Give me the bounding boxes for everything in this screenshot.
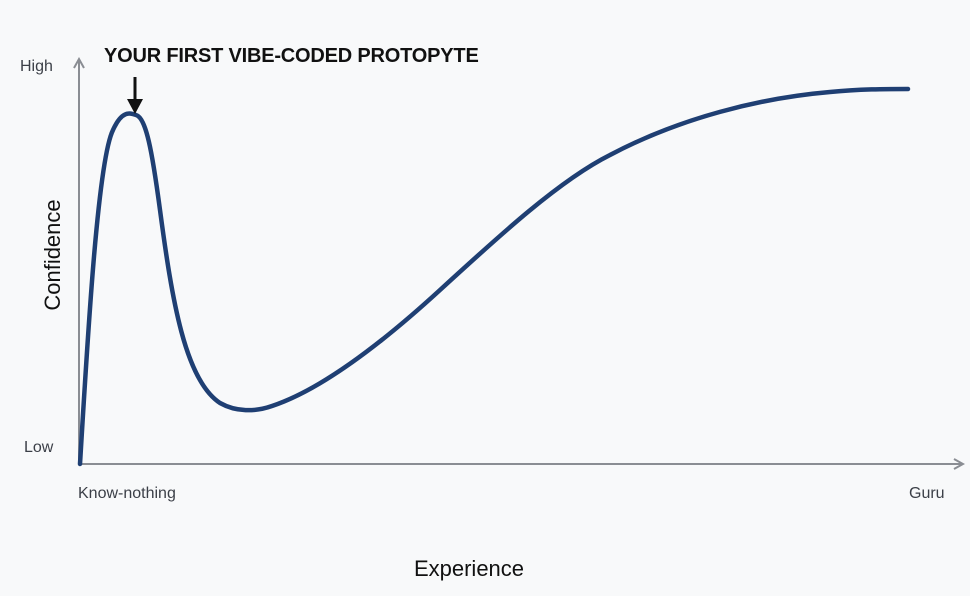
confidence-curve	[77, 86, 911, 467]
x-tick-high: Guru	[909, 485, 945, 502]
y-tick-low: Low	[24, 439, 54, 456]
x-tick-low: Know-nothing	[78, 485, 176, 502]
x-axis-title: Experience	[413, 556, 525, 581]
peak-annotation: YOUR FIRST VIBE-CODED PROTOPYTE	[104, 45, 479, 67]
arrow-down-icon	[127, 77, 143, 114]
y-axis-title: Confidence	[40, 199, 65, 311]
y-tick-high: High	[20, 58, 53, 75]
